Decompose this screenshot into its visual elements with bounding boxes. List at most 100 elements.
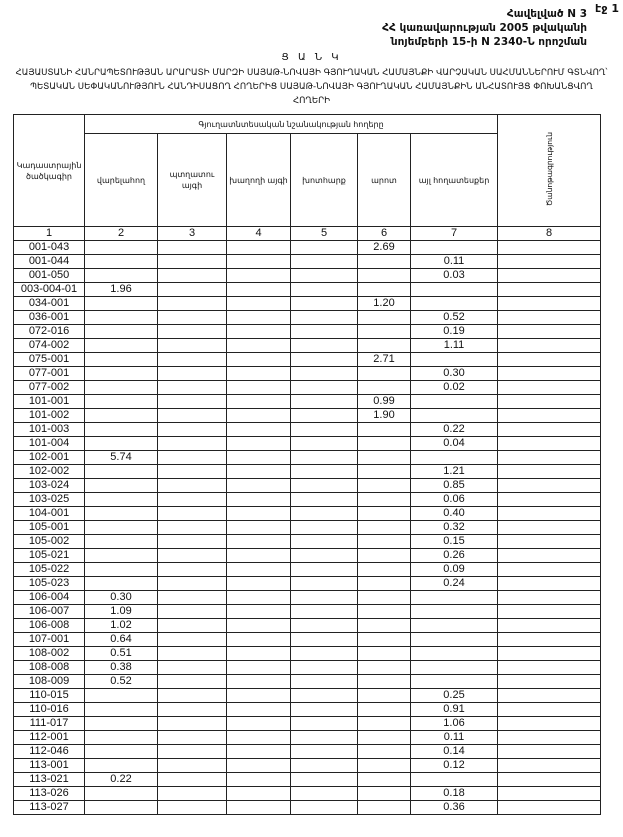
cell-value xyxy=(84,380,158,395)
table-row: 102-002 1.21 xyxy=(13,464,601,479)
cell-value xyxy=(497,394,601,409)
table-row: 077-001 0.30 xyxy=(13,366,601,381)
table-row: 034-001 1.20 xyxy=(13,296,601,311)
cell-value: 1.06 xyxy=(410,716,498,731)
cadastral-code: 103-025 xyxy=(13,492,85,507)
cell-value xyxy=(357,422,411,437)
cell-value xyxy=(357,646,411,661)
cell-value: 0.22 xyxy=(410,422,498,437)
cell-value xyxy=(410,394,498,409)
cell-value xyxy=(290,548,358,563)
cadastral-code: 077-001 xyxy=(13,366,85,381)
cell-value xyxy=(157,730,227,745)
table-row: 105-021 0.26 xyxy=(13,548,601,563)
cell-value xyxy=(357,436,411,451)
cadastral-code: 105-002 xyxy=(13,534,85,549)
table-row: 112-046 0.14 xyxy=(13,744,601,759)
cell-value xyxy=(497,436,601,451)
cell-value xyxy=(357,702,411,717)
cadastral-code: 036-001 xyxy=(13,310,85,325)
cadastral-code: 001-043 xyxy=(13,240,85,255)
cell-value xyxy=(357,744,411,759)
cell-value xyxy=(410,772,498,787)
cell-value xyxy=(157,478,227,493)
cell-value xyxy=(226,702,291,717)
cell-value xyxy=(290,730,358,745)
cell-value xyxy=(226,520,291,535)
table-row: 106-004 0.30 xyxy=(13,590,601,605)
table-row: 101-003 0.22 xyxy=(13,422,601,437)
table-row: 101-004 0.04 xyxy=(13,436,601,451)
cell-value xyxy=(84,744,158,759)
column-number: 1 xyxy=(13,226,85,241)
cell-value xyxy=(226,422,291,437)
cell-value xyxy=(357,450,411,465)
cell-value: 0.51 xyxy=(84,646,158,661)
cell-value xyxy=(357,366,411,381)
cell-value xyxy=(497,520,601,535)
cell-value xyxy=(497,338,601,353)
cell-value: 1.11 xyxy=(410,338,498,353)
header-col-7: այլ հողատեսքեր xyxy=(410,133,498,227)
cell-value xyxy=(226,772,291,787)
column-number: 3 xyxy=(157,226,227,241)
cell-value: 0.04 xyxy=(410,436,498,451)
table-row: 110-015 0.25 xyxy=(13,688,601,703)
cell-value xyxy=(357,730,411,745)
cell-value: 1.02 xyxy=(84,618,158,633)
cell-value xyxy=(157,786,227,801)
cell-value xyxy=(357,618,411,633)
cell-value xyxy=(157,702,227,717)
cell-value xyxy=(497,800,601,815)
cell-value xyxy=(84,730,158,745)
cell-value xyxy=(357,562,411,577)
table-row: 105-023 0.24 xyxy=(13,576,601,591)
cadastral-code: 074-002 xyxy=(13,338,85,353)
cadastral-code: 104-001 xyxy=(13,506,85,521)
cadastral-code: 001-050 xyxy=(13,268,85,283)
cell-value xyxy=(226,338,291,353)
cell-value xyxy=(410,632,498,647)
cell-value xyxy=(357,506,411,521)
cadastral-code: 106-004 xyxy=(13,590,85,605)
cell-value xyxy=(226,464,291,479)
cell-value xyxy=(157,618,227,633)
cell-value xyxy=(357,758,411,773)
cell-value xyxy=(357,632,411,647)
table-row: 102-001 5.74 xyxy=(13,450,601,465)
cadastral-code: 110-015 xyxy=(13,688,85,703)
cell-value xyxy=(157,324,227,339)
cell-value: 5.74 xyxy=(84,450,158,465)
cell-value xyxy=(157,520,227,535)
table-row: 108-009 0.52 xyxy=(13,674,601,689)
cell-value xyxy=(357,478,411,493)
cell-value xyxy=(84,240,158,255)
cell-value xyxy=(84,800,158,815)
cell-value xyxy=(357,576,411,591)
header-note: Ծանոթագրություն xyxy=(497,114,601,227)
cell-value xyxy=(290,380,358,395)
cell-value xyxy=(157,254,227,269)
cadastral-code: 105-023 xyxy=(13,576,85,591)
header-col-2: վարելահող xyxy=(84,133,158,227)
cell-value xyxy=(290,786,358,801)
cell-value xyxy=(84,324,158,339)
cell-value xyxy=(290,492,358,507)
cell-value xyxy=(357,268,411,283)
cell-value: 0.14 xyxy=(410,744,498,759)
table-row: 112-001 0.11 xyxy=(13,730,601,745)
cell-value xyxy=(84,436,158,451)
cadastral-code: 108-008 xyxy=(13,660,85,675)
cell-value xyxy=(497,422,601,437)
cell-value xyxy=(410,618,498,633)
cell-value xyxy=(84,562,158,577)
table-row: 104-001 0.40 xyxy=(13,506,601,521)
cell-value: 1.21 xyxy=(410,464,498,479)
cell-value xyxy=(157,436,227,451)
cell-value xyxy=(290,618,358,633)
cell-value xyxy=(84,254,158,269)
cell-value xyxy=(497,506,601,521)
cell-value xyxy=(157,548,227,563)
cell-value: 0.15 xyxy=(410,534,498,549)
annex-line: նոյեմբերի 15-ի N 2340-Ն որոշման xyxy=(390,36,587,48)
